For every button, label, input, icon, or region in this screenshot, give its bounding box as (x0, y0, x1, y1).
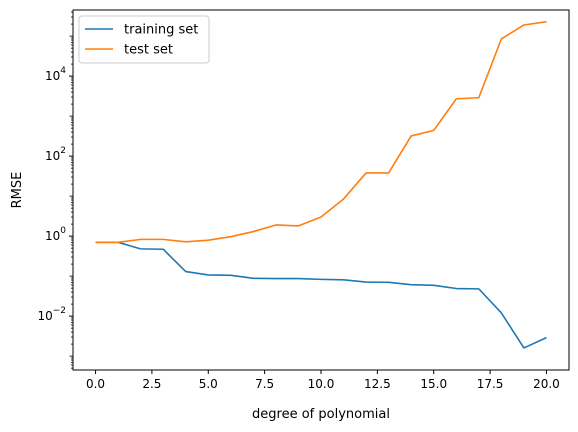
y-tick-label: 10−2 (37, 306, 66, 323)
y-tick-base: 10 (45, 69, 60, 83)
x-tick-label: 2.5 (142, 377, 161, 391)
y-tick-base: 10 (45, 229, 60, 243)
x-tick-label: 5.0 (199, 377, 218, 391)
x-tick-label: 17.5 (477, 377, 504, 391)
x-tick-label: 20.0 (533, 377, 560, 391)
x-tick-label: 15.0 (420, 377, 447, 391)
y-tick-exponent: −2 (53, 306, 66, 316)
y-tick-base: 10 (37, 309, 52, 323)
x-tick-label: 12.5 (364, 377, 391, 391)
y-tick-base: 10 (45, 149, 60, 163)
series-line-test-set (95, 20, 547, 244)
y-tick-label: 100 (45, 226, 66, 243)
x-axis-label: degree of polynomial (252, 407, 390, 422)
x-axis: 0.0 2.5 5.0 7.5 10.0 12.5 15.0 17.5 20.0 (86, 370, 560, 391)
y-tick-exponent: 4 (60, 66, 66, 76)
x-tick-label: 7.5 (255, 377, 274, 391)
y-tick-label: 104 (45, 66, 66, 83)
legend-box (78, 15, 210, 64)
legend: training set test set (78, 15, 210, 64)
x-tick-label: 0.0 (86, 377, 105, 391)
y-axis-label: RMSE (10, 172, 25, 209)
y-tick-exponent: 2 (60, 146, 66, 156)
y-tick-exponent: 0 (60, 226, 66, 236)
series-layer (95, 20, 547, 349)
series-line-training-set (95, 241, 547, 349)
y-tick-label: 102 (45, 146, 66, 163)
legend-label: test set (124, 43, 173, 58)
x-tick-label: 10.0 (308, 377, 335, 391)
legend-label: training set (124, 23, 198, 38)
